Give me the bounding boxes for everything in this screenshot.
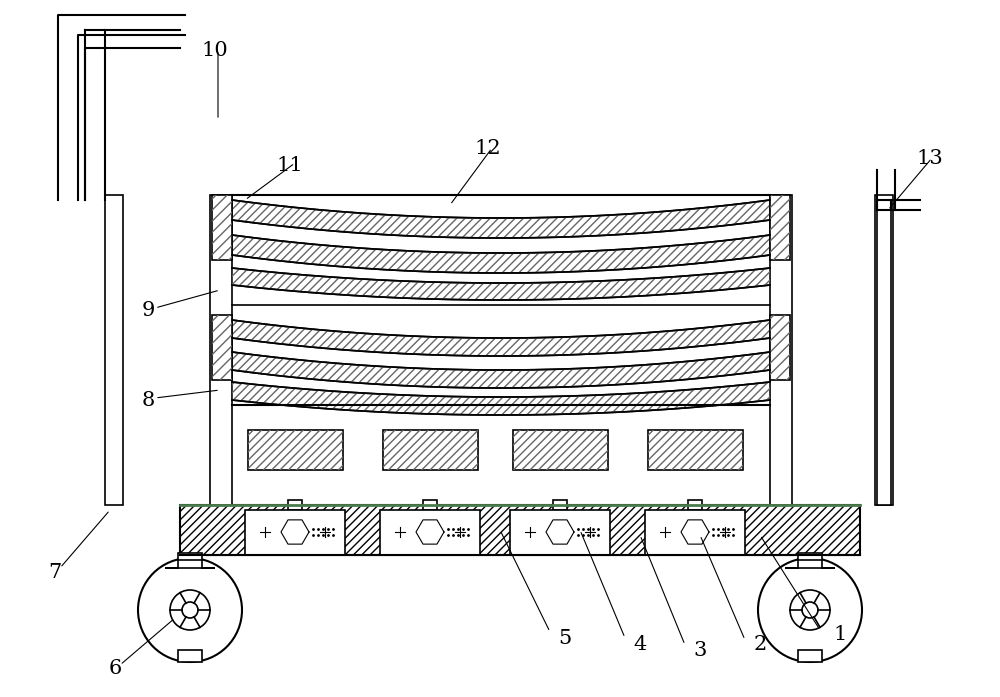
Bar (513, 430, 608, 470)
Bar (553, 500, 567, 510)
Bar (248, 430, 343, 470)
Bar (383, 430, 478, 470)
Text: 5: 5 (558, 629, 572, 648)
Bar (105, 195, 123, 505)
Bar (178, 650, 202, 662)
Bar (648, 430, 743, 470)
Text: 6: 6 (108, 659, 122, 677)
Text: 11: 11 (277, 155, 303, 174)
Text: 8: 8 (141, 390, 155, 410)
Polygon shape (232, 268, 770, 300)
Bar (770, 315, 790, 380)
Text: 4: 4 (633, 636, 647, 654)
Bar (380, 510, 480, 555)
Text: 10: 10 (202, 40, 228, 59)
Bar (770, 195, 790, 260)
Bar (212, 195, 232, 260)
Bar (770, 315, 790, 380)
Bar (688, 500, 702, 510)
Polygon shape (232, 352, 770, 388)
Text: 1: 1 (833, 625, 847, 645)
Text: 2: 2 (753, 636, 767, 654)
Bar (798, 650, 822, 662)
Bar (513, 430, 608, 470)
Text: 13: 13 (917, 148, 943, 167)
Polygon shape (232, 235, 770, 273)
Circle shape (802, 602, 818, 618)
Bar (383, 430, 478, 470)
Bar (212, 315, 232, 380)
Bar (648, 430, 743, 470)
Bar (180, 505, 860, 555)
Text: 12: 12 (475, 139, 501, 158)
Bar (212, 315, 232, 380)
Bar (210, 195, 232, 505)
Circle shape (758, 558, 862, 662)
Circle shape (138, 558, 242, 662)
Circle shape (182, 602, 198, 618)
Bar (288, 500, 302, 510)
Bar (770, 195, 790, 260)
Circle shape (170, 590, 210, 630)
Polygon shape (232, 382, 770, 415)
Circle shape (790, 590, 830, 630)
Polygon shape (785, 553, 835, 568)
Bar (423, 500, 437, 510)
Text: 7: 7 (48, 562, 62, 581)
Polygon shape (165, 553, 215, 568)
Bar (245, 510, 345, 555)
Bar (645, 510, 745, 555)
Bar (248, 430, 343, 470)
Polygon shape (232, 320, 770, 356)
Text: 3: 3 (693, 641, 707, 659)
Bar (770, 195, 792, 505)
Bar (212, 195, 232, 260)
Polygon shape (232, 200, 770, 238)
Bar (877, 200, 891, 505)
Bar (180, 505, 860, 555)
Bar (510, 510, 610, 555)
Text: 9: 9 (141, 300, 155, 319)
Bar (875, 195, 893, 505)
